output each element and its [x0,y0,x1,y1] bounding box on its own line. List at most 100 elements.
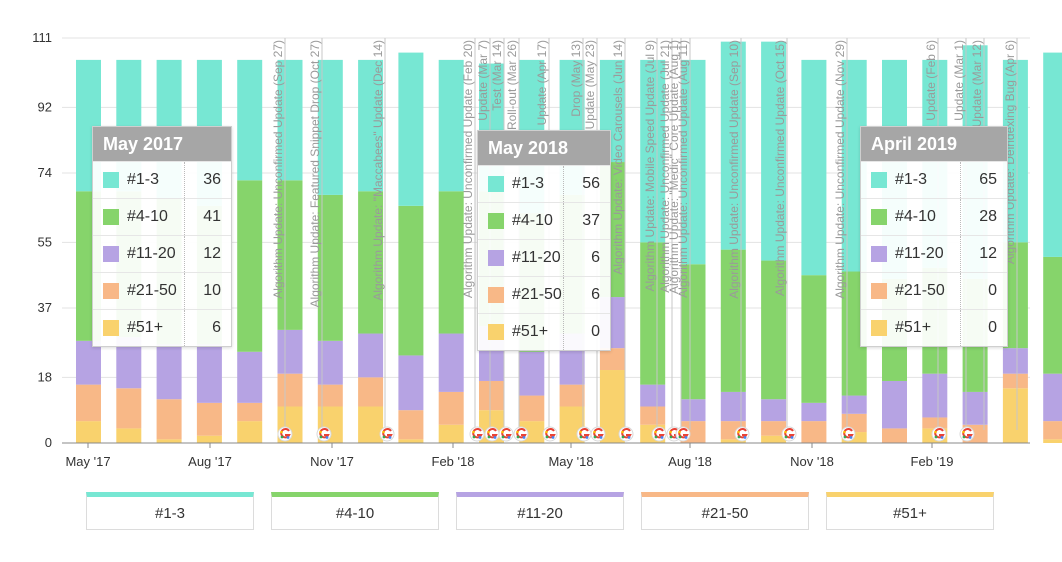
bar-segment [922,417,948,429]
update-label: Algorithm Update: Unconfirmed Update (Ju… [658,40,672,293]
update-label: Algorithm Update: Mobile Speed Update (J… [643,40,657,291]
tooltip-series-name: #21-50 [512,286,562,303]
series-swatch [871,172,887,188]
bar-segment [317,384,343,407]
google-icon-dot-blue [743,436,747,439]
google-icon [498,426,514,442]
bar-segment [237,402,263,422]
tooltip-row: #11-20 6 [478,239,610,276]
tooltip-row: #1-3 56 [478,165,610,202]
update-label: Algorithm Update: Unconfirmed Update (Fe… [461,40,475,298]
bar-segment [237,59,263,181]
legend-item-4-10[interactable]: #4-10 [271,492,439,530]
tooltip-series-name: #4-10 [512,212,553,229]
google-icon-dot-blue [388,436,392,439]
tooltip-series-name: #51+ [127,319,164,336]
google-icon-dot-green [487,435,491,439]
google-icon-arc [934,428,945,439]
google-icon-dot-blue [599,436,603,439]
tooltip-row: #21-50 10 [93,272,231,309]
bar-segment [358,377,384,407]
tooltip-series-name: #4-10 [895,208,936,225]
tooltip-row: #51+ 0 [478,313,610,350]
google-icon-dot-yellow [280,430,283,434]
bar-segment [398,439,424,443]
google-icon-dot-blue [585,436,589,439]
google-icon-dot-yellow [621,430,624,434]
x-tick-label: Feb '19 [911,454,954,469]
tooltip-series-value: 12 [960,236,1007,272]
tooltip-row: #1-3 36 [93,161,231,198]
bar-segment [277,180,303,330]
bar-segment [761,435,787,443]
google-icon [576,426,592,442]
google-icon-arc [501,428,512,439]
x-tick-label: Nov '17 [310,454,354,469]
bar-segment [559,384,585,407]
google-icon-dot-green [669,435,673,439]
y-tick-label: 37 [38,300,52,315]
google-icon-dot-green [280,435,284,439]
google-icon-dot-green [579,435,583,439]
google-icon-dot-yellow [579,430,582,434]
bar-segment [196,435,222,443]
bar-segment [398,355,424,411]
tooltip-series-value: 28 [960,199,1007,235]
google-icon-dot-blue [968,436,972,439]
bar-segment [358,191,384,334]
google-icon-dot-green [545,435,549,439]
google-icon-dot-green [516,435,520,439]
tooltip-series-value: 0 [960,310,1007,346]
update-label: Test (Mar 14) [490,40,504,111]
google-icon-arc [843,428,854,439]
series-swatch [871,246,887,262]
update-label: Drop (May 13) [569,40,583,117]
google-icon-dot-blue [478,436,482,439]
tooltip-may-2018: May 2018 #1-3 56 #4-10 37 #11-20 6 #21-50 6 #51+… [477,130,611,351]
series-swatch [488,176,504,192]
google-icon-dot-green [934,435,938,439]
tooltip-series-value: 12 [184,236,231,272]
google-icon-arc [962,428,973,439]
bar-segment [237,421,263,443]
y-tick-label: 55 [38,234,52,249]
google-icon-arc [516,428,527,439]
google-icon-arc [382,428,393,439]
legend-item-1-3[interactable]: #1-3 [86,492,254,530]
google-icon [379,426,395,442]
google-icon-dot-blue [286,436,290,439]
google-icon-dot-green [472,435,476,439]
bar-segment [277,329,303,374]
bar-segment [801,59,827,276]
update-label: Roll-out (Mar 26) [505,40,519,130]
bar-segment [438,191,464,334]
y-tick-label: 92 [38,99,52,114]
update-label: Update (Feb 6) [924,40,938,121]
series-swatch [871,209,887,225]
legend-item-51-plus[interactable]: #51+ [826,492,994,530]
bar-segment [237,180,263,352]
bar-segment [116,428,142,443]
google-icon [651,426,667,442]
legend-item-21-50[interactable]: #21-50 [641,492,809,530]
series-swatch [103,246,119,262]
legend-label: #11-20 [517,504,563,522]
tooltip-row: #4-10 41 [93,198,231,235]
google-icon [675,426,691,442]
google-icon-dot-green [621,435,625,439]
google-icon-dot-green [737,435,741,439]
update-label: Update (Apr 17) [535,40,549,125]
tooltip-series-value: 56 [563,166,610,202]
google-icon-dot-green [678,435,682,439]
google-icon-dot-green [843,435,847,439]
tooltip-series-value: 0 [563,314,610,350]
bar-segment [438,333,464,392]
google-icon [316,426,332,442]
bar-segment [640,242,666,385]
tooltip-series-name: #21-50 [127,282,177,299]
legend-item-11-20[interactable]: #11-20 [456,492,624,530]
y-tick-label: 111 [32,30,52,45]
bar-segment [76,340,101,385]
bar-segment [801,421,827,443]
tooltip-row: #21-50 0 [861,272,1007,309]
